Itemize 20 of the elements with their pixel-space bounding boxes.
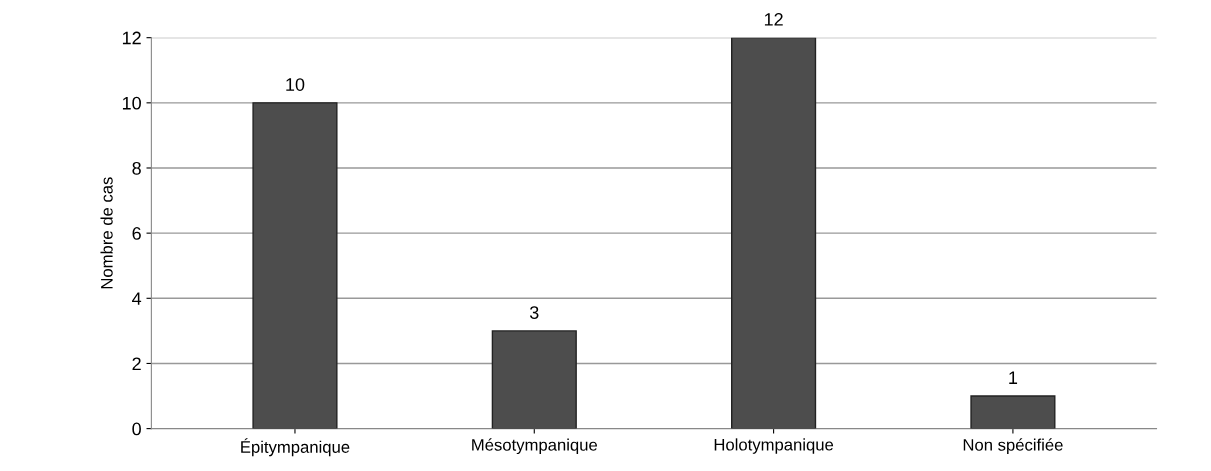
y-tick-label: 12: [122, 31, 141, 45]
x-tick-label: Non spécifiée: [963, 438, 1063, 455]
x-tick-label: Holotympanique: [714, 438, 834, 454]
data-label: 10: [286, 78, 305, 91]
y-axis-title: Nombre de cas: [100, 177, 113, 289]
bar: [252, 102, 338, 429]
data-label: 12: [764, 12, 783, 26]
bar: [491, 330, 577, 429]
data-label: 1: [1009, 371, 1018, 384]
y-tick-label: 4: [132, 292, 142, 305]
data-label: 3: [529, 306, 539, 319]
bar: [731, 37, 817, 429]
y-tick-label: 0: [132, 422, 141, 436]
y-tick-label: 8: [132, 161, 141, 175]
x-tick-label: Épitympanique: [241, 438, 350, 457]
y-tick-label: 10: [122, 96, 141, 110]
x-tick-label: Mésotympanique: [472, 438, 598, 455]
y-tick-label: 6: [132, 227, 141, 240]
y-tick-label: 2: [132, 357, 141, 370]
bar: [970, 395, 1056, 429]
